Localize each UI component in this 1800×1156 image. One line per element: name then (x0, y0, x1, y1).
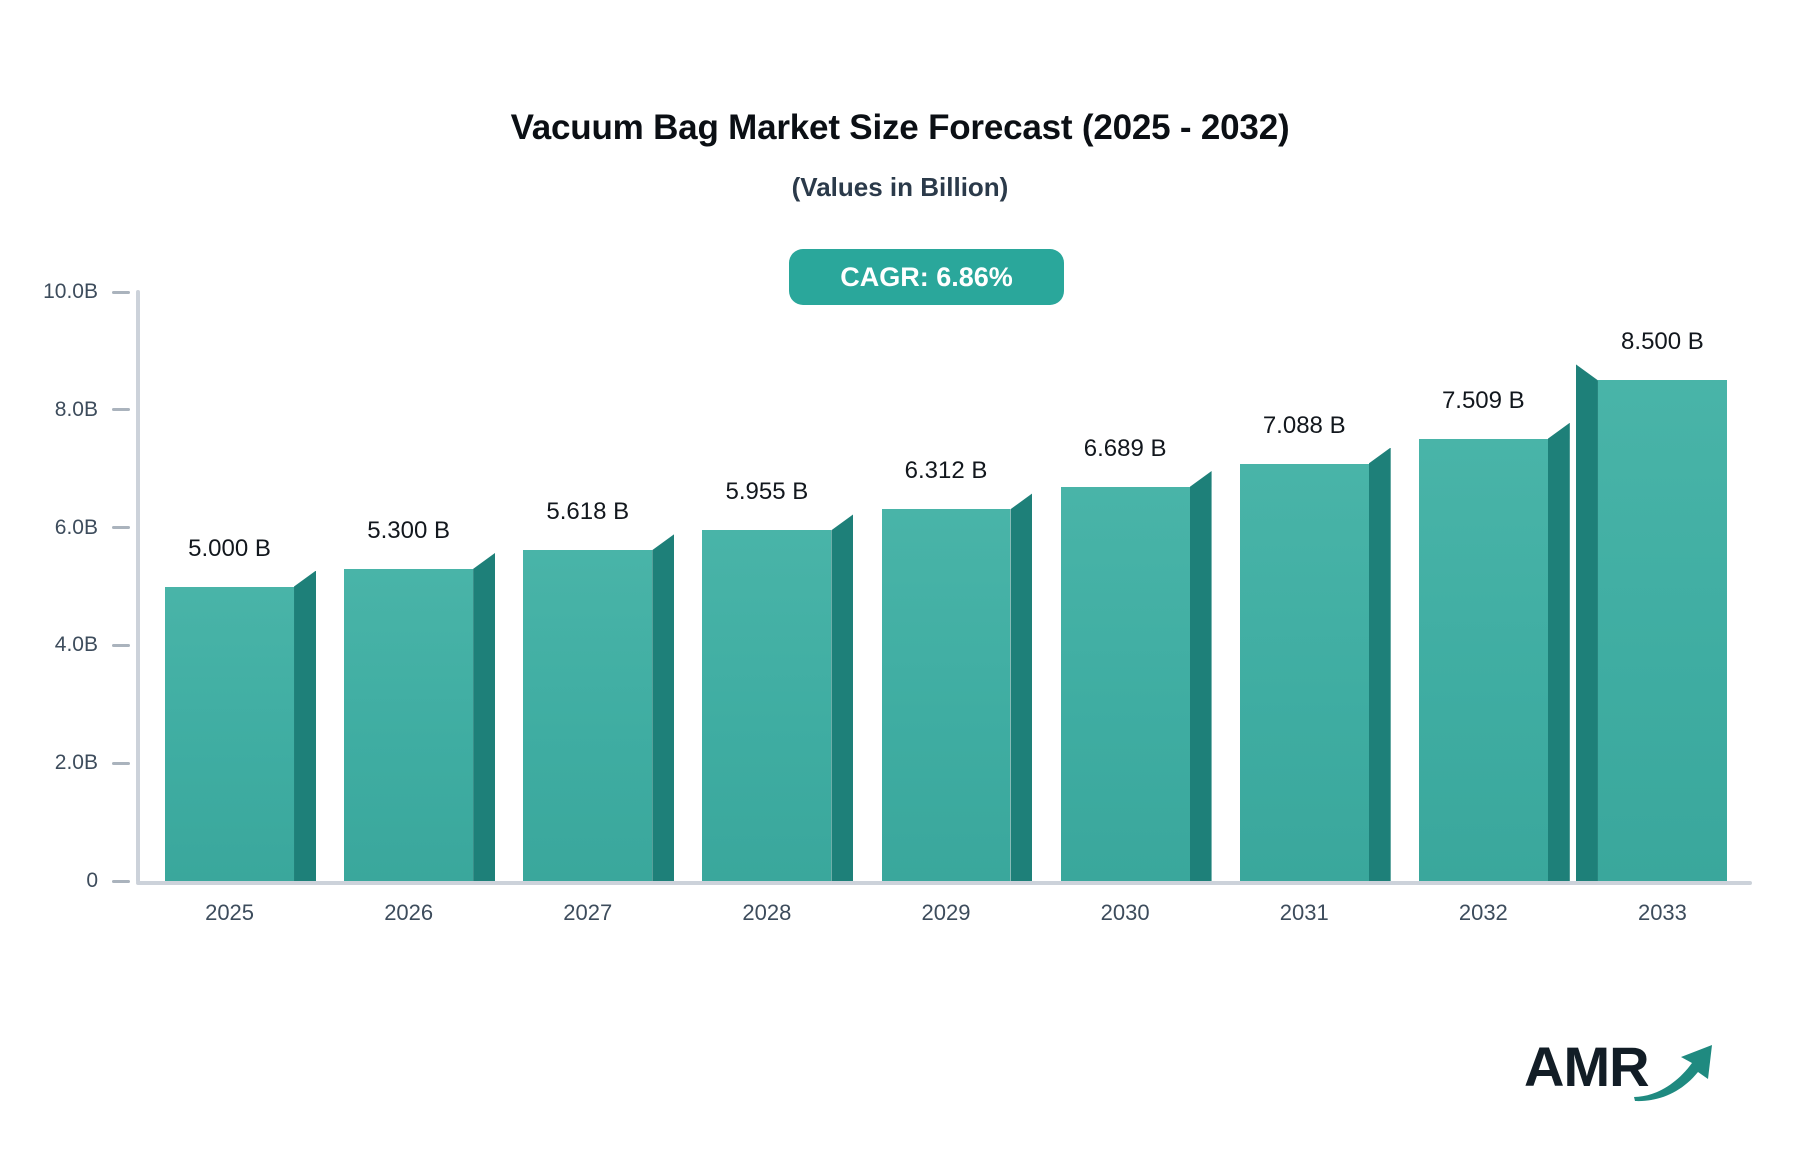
chart-subtitle: (Values in Billion) (791, 172, 1009, 202)
bar-front-face (1239, 463, 1369, 881)
x-axis-label: 2033 (1637, 900, 1687, 925)
x-axis-label: 2025 (205, 900, 255, 925)
bar-side-face (473, 552, 496, 881)
x-axis-label: 2027 (563, 900, 613, 925)
growth-arrow-icon (1634, 1045, 1712, 1102)
bar: 5.000 B (165, 535, 317, 881)
bar: 8.500 B (1575, 328, 1727, 881)
bar: 7.509 B (1418, 387, 1570, 881)
bar-value-label: 7.509 B (1441, 386, 1525, 414)
bar-value-label: 5.300 B (367, 516, 451, 544)
y-axis-tick-mark (112, 879, 130, 883)
x-axis-label: 2026 (384, 900, 434, 925)
y-axis-tick: 10.0B (0, 280, 130, 303)
chart-title: Vacuum Bag Market Size Forecast (2025 - … (510, 108, 1290, 147)
bar-value-label: 6.312 B (904, 457, 988, 485)
bar-front-face (523, 550, 653, 881)
bar-side-face (294, 570, 317, 881)
bar-value-label: 5.955 B (725, 478, 809, 506)
bar-front-face (165, 586, 295, 881)
y-axis-tick-label: 6.0B (54, 515, 98, 539)
bar: 6.689 B (1060, 435, 1212, 881)
y-axis-tick-label: 8.0B (54, 397, 98, 421)
y-axis-tick: 2.0B (0, 751, 130, 775)
bar-side-face (831, 514, 854, 881)
x-axis-label: 2030 (1100, 900, 1150, 925)
logo-wordmark: AMR (1524, 1035, 1650, 1098)
y-axis-tick-label: 0 (86, 869, 98, 892)
y-axis-tick: 8.0B (0, 397, 130, 421)
y-axis-tick-mark (112, 526, 130, 530)
bar: 7.088 B (1239, 412, 1391, 881)
x-axis-label: 2031 (1279, 900, 1329, 925)
bar: 5.955 B (702, 478, 854, 881)
bar-front-face (702, 530, 832, 881)
bar-front-face (344, 568, 474, 881)
y-axis-tick-mark (112, 290, 130, 294)
y-axis-tick-label: 10.0B (43, 280, 98, 303)
bar-value-label: 8.500 B (1621, 328, 1704, 356)
bar-side-face (1189, 471, 1212, 881)
x-axis-line (136, 881, 1752, 885)
y-axis-tick: 6.0B (0, 515, 130, 539)
y-axis-tick: 0 (0, 869, 130, 892)
y-axis-line (136, 290, 140, 883)
amr-logo: AMR (1524, 1035, 1714, 1107)
bar-front-face (1060, 487, 1190, 881)
bar-value-label: 6.689 B (1083, 435, 1167, 463)
y-axis-tick: 4.0B (0, 633, 130, 657)
bar-value-label: 7.088 B (1262, 411, 1346, 439)
cagr-badge: CAGR: 6.86% (789, 249, 1064, 305)
bar-side-face (1010, 493, 1033, 881)
bar: 5.618 B (523, 498, 675, 881)
bar-side-face (652, 534, 675, 881)
y-axis-tick-mark (112, 408, 130, 412)
y-axis-tick-mark (112, 761, 130, 765)
bar-value-label: 5.000 B (188, 534, 271, 562)
x-axis-label: 2028 (742, 900, 792, 925)
bar: 6.312 B (881, 457, 1033, 881)
y-axis-tick-label: 2.0B (54, 751, 98, 775)
bar-value-label: 5.618 B (546, 498, 630, 526)
bar-front-face (1597, 380, 1727, 881)
x-axis-label: 2029 (921, 900, 971, 925)
x-axis-label: 2032 (1458, 900, 1508, 925)
y-axis-tick-label: 4.0B (54, 633, 98, 657)
bar-side-face (1547, 422, 1570, 881)
bar-side-face (1575, 364, 1598, 881)
bar: 5.300 B (344, 517, 496, 881)
bar-front-face (881, 509, 1011, 881)
y-axis-tick-mark (112, 643, 130, 647)
bar-side-face (1368, 447, 1391, 881)
bar-front-face (1418, 438, 1548, 881)
